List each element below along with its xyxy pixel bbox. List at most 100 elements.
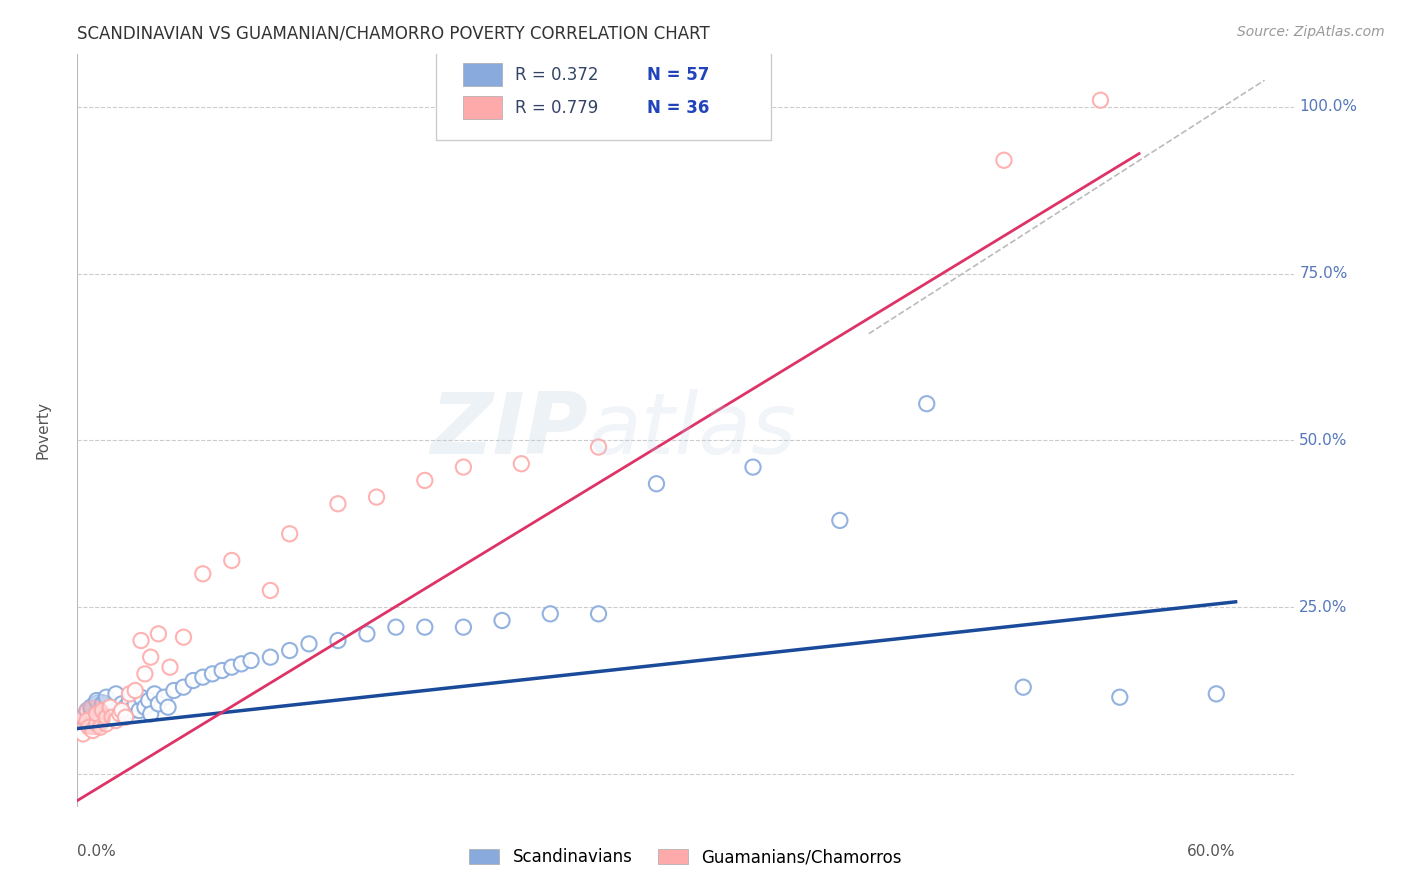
Point — [588, 440, 610, 454]
Point — [104, 714, 127, 728]
Text: 75.0%: 75.0% — [1299, 266, 1348, 281]
Point — [453, 460, 475, 475]
FancyBboxPatch shape — [463, 96, 502, 120]
Point — [111, 697, 134, 711]
Point — [413, 620, 436, 634]
Point — [413, 474, 436, 488]
Point — [89, 704, 111, 718]
Point — [104, 687, 127, 701]
Point — [159, 660, 181, 674]
Point — [82, 723, 104, 738]
Point — [191, 566, 214, 581]
Point — [72, 710, 94, 724]
Point — [1090, 93, 1112, 107]
Point — [134, 700, 156, 714]
Text: SCANDINAVIAN VS GUAMANIAN/CHAMORRO POVERTY CORRELATION CHART: SCANDINAVIAN VS GUAMANIAN/CHAMORRO POVER… — [77, 25, 710, 43]
Point — [231, 657, 253, 671]
Point — [259, 583, 281, 598]
Point — [101, 710, 124, 724]
Point — [89, 720, 111, 734]
Point — [76, 704, 98, 718]
Point — [742, 460, 765, 475]
Point — [108, 710, 131, 724]
Point — [157, 700, 180, 714]
Point — [129, 690, 152, 705]
Point — [326, 497, 349, 511]
Point — [111, 704, 134, 718]
Point — [148, 697, 170, 711]
Point — [278, 526, 301, 541]
Point — [221, 660, 243, 674]
Point — [114, 700, 136, 714]
Point — [366, 490, 388, 504]
Point — [588, 607, 610, 621]
Point — [86, 717, 108, 731]
Point — [104, 704, 127, 718]
Text: N = 36: N = 36 — [647, 99, 709, 117]
Point — [98, 706, 121, 721]
Point — [453, 620, 475, 634]
Point — [143, 687, 166, 701]
Point — [259, 650, 281, 665]
Text: R = 0.372: R = 0.372 — [515, 66, 599, 84]
Point — [1012, 680, 1035, 694]
Text: 0.0%: 0.0% — [77, 844, 117, 859]
Point — [1205, 687, 1227, 701]
Point — [86, 706, 108, 721]
Point — [118, 687, 141, 701]
Point — [114, 710, 136, 724]
Point — [298, 637, 321, 651]
Point — [108, 706, 131, 721]
Text: R = 0.779: R = 0.779 — [515, 99, 599, 117]
Point — [645, 476, 668, 491]
Point — [201, 666, 224, 681]
Text: Source: ZipAtlas.com: Source: ZipAtlas.com — [1237, 25, 1385, 39]
Text: 50.0%: 50.0% — [1299, 433, 1348, 448]
Point — [139, 650, 162, 665]
Point — [491, 614, 513, 628]
Point — [120, 704, 142, 718]
Point — [96, 717, 118, 731]
Point — [72, 727, 94, 741]
Point — [148, 627, 170, 641]
Point — [91, 697, 114, 711]
Point — [326, 633, 349, 648]
Point — [211, 664, 233, 678]
Point — [356, 627, 378, 641]
Text: Poverty: Poverty — [35, 401, 51, 459]
Point — [96, 710, 118, 724]
Point — [138, 693, 160, 707]
Point — [129, 633, 152, 648]
FancyBboxPatch shape — [436, 44, 770, 140]
Point — [124, 697, 146, 711]
Point — [76, 714, 98, 728]
Text: 25.0%: 25.0% — [1299, 599, 1348, 615]
Legend: Scandinavians, Guamanians/Chamorros: Scandinavians, Guamanians/Chamorros — [463, 841, 908, 872]
Point — [98, 700, 121, 714]
Point — [114, 706, 136, 721]
Point — [128, 704, 150, 718]
Point — [80, 700, 103, 714]
Text: ZIP: ZIP — [430, 389, 588, 472]
Point — [915, 397, 938, 411]
Point — [82, 717, 104, 731]
Point — [124, 683, 146, 698]
Point — [86, 706, 108, 721]
Point — [173, 680, 195, 694]
Point — [91, 704, 114, 718]
Point — [240, 653, 263, 667]
Text: 60.0%: 60.0% — [1187, 844, 1236, 859]
Point — [221, 553, 243, 567]
Text: N = 57: N = 57 — [647, 66, 709, 84]
Point — [163, 683, 186, 698]
FancyBboxPatch shape — [463, 63, 502, 86]
Point — [134, 666, 156, 681]
Point — [118, 693, 141, 707]
Point — [538, 607, 561, 621]
Point — [1108, 690, 1130, 705]
Point — [385, 620, 408, 634]
Point — [96, 690, 118, 705]
Point — [181, 673, 204, 688]
Point — [82, 710, 104, 724]
Point — [828, 513, 851, 527]
